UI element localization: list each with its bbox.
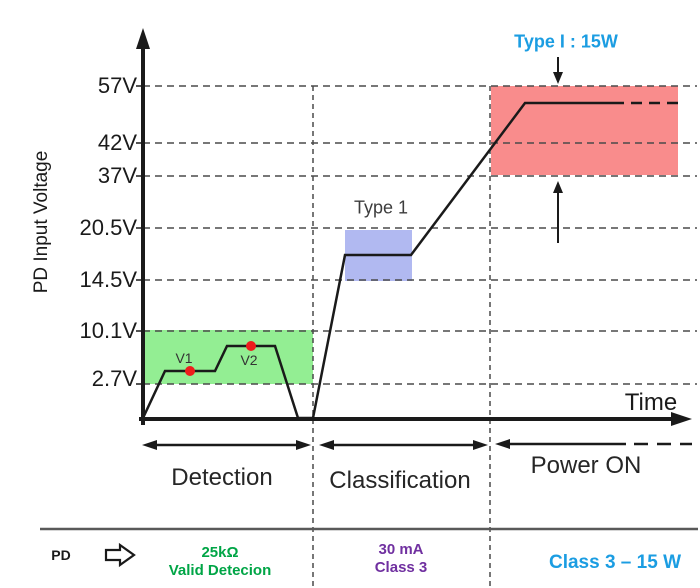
ytick-37v: 37V [97,163,137,188]
classification-arrow-left-icon [319,440,334,450]
detection-arrow-left-icon [142,440,157,450]
ytick-14-5v: 14.5V [79,267,138,292]
y-axis-arrowhead-icon [136,28,150,49]
detection-note: Valid Detecion [168,562,272,579]
pd-row-label: PD [51,547,71,563]
classification-note: Class 3 [374,559,428,576]
phase-span-arrows [142,439,692,450]
ytick-20-5v: 20.5V [79,215,138,240]
power-on-value: Class 3 – 15 W [548,552,682,573]
power-band [491,86,678,175]
ytick-57v: 57V [97,73,137,98]
ytick-10-1v: 10.1V [79,318,138,343]
classification-value: 30 mA [378,541,424,558]
phase-label-detection: Detection [171,464,273,491]
v1-dot [185,366,195,376]
phase-boundaries [312,86,491,588]
typeI-15w-callout: Type I : 15W [514,31,618,52]
v2-dot [246,341,256,351]
x-axis-arrowhead-icon [671,412,692,426]
detection-band [143,330,313,384]
power-band-callout-arrows [553,57,563,243]
down-arrow-icon [553,72,563,84]
detection-value: 25kΩ [201,544,239,561]
ytick-2-7v: 2.7V [91,366,137,391]
detection-arrow-right-icon [296,440,311,450]
type1-label: Type 1 [353,197,409,218]
x-axis-title: Time [624,389,678,416]
ytick-42v: 42V [97,130,137,155]
classification-arrow-right-icon [473,440,488,450]
pd-right-arrow-icon [104,542,136,568]
v1-label: V1 [175,350,193,366]
gridlines [143,85,697,385]
v2-label: V2 [240,352,258,368]
phase-label-classification: Classification [329,467,471,494]
up-arrow-icon [553,181,563,193]
power-on-arrow-left-icon [495,439,510,449]
y-axis-title: PD Input Voltage [31,150,52,294]
phase-label-power-on: Power ON [530,452,642,479]
